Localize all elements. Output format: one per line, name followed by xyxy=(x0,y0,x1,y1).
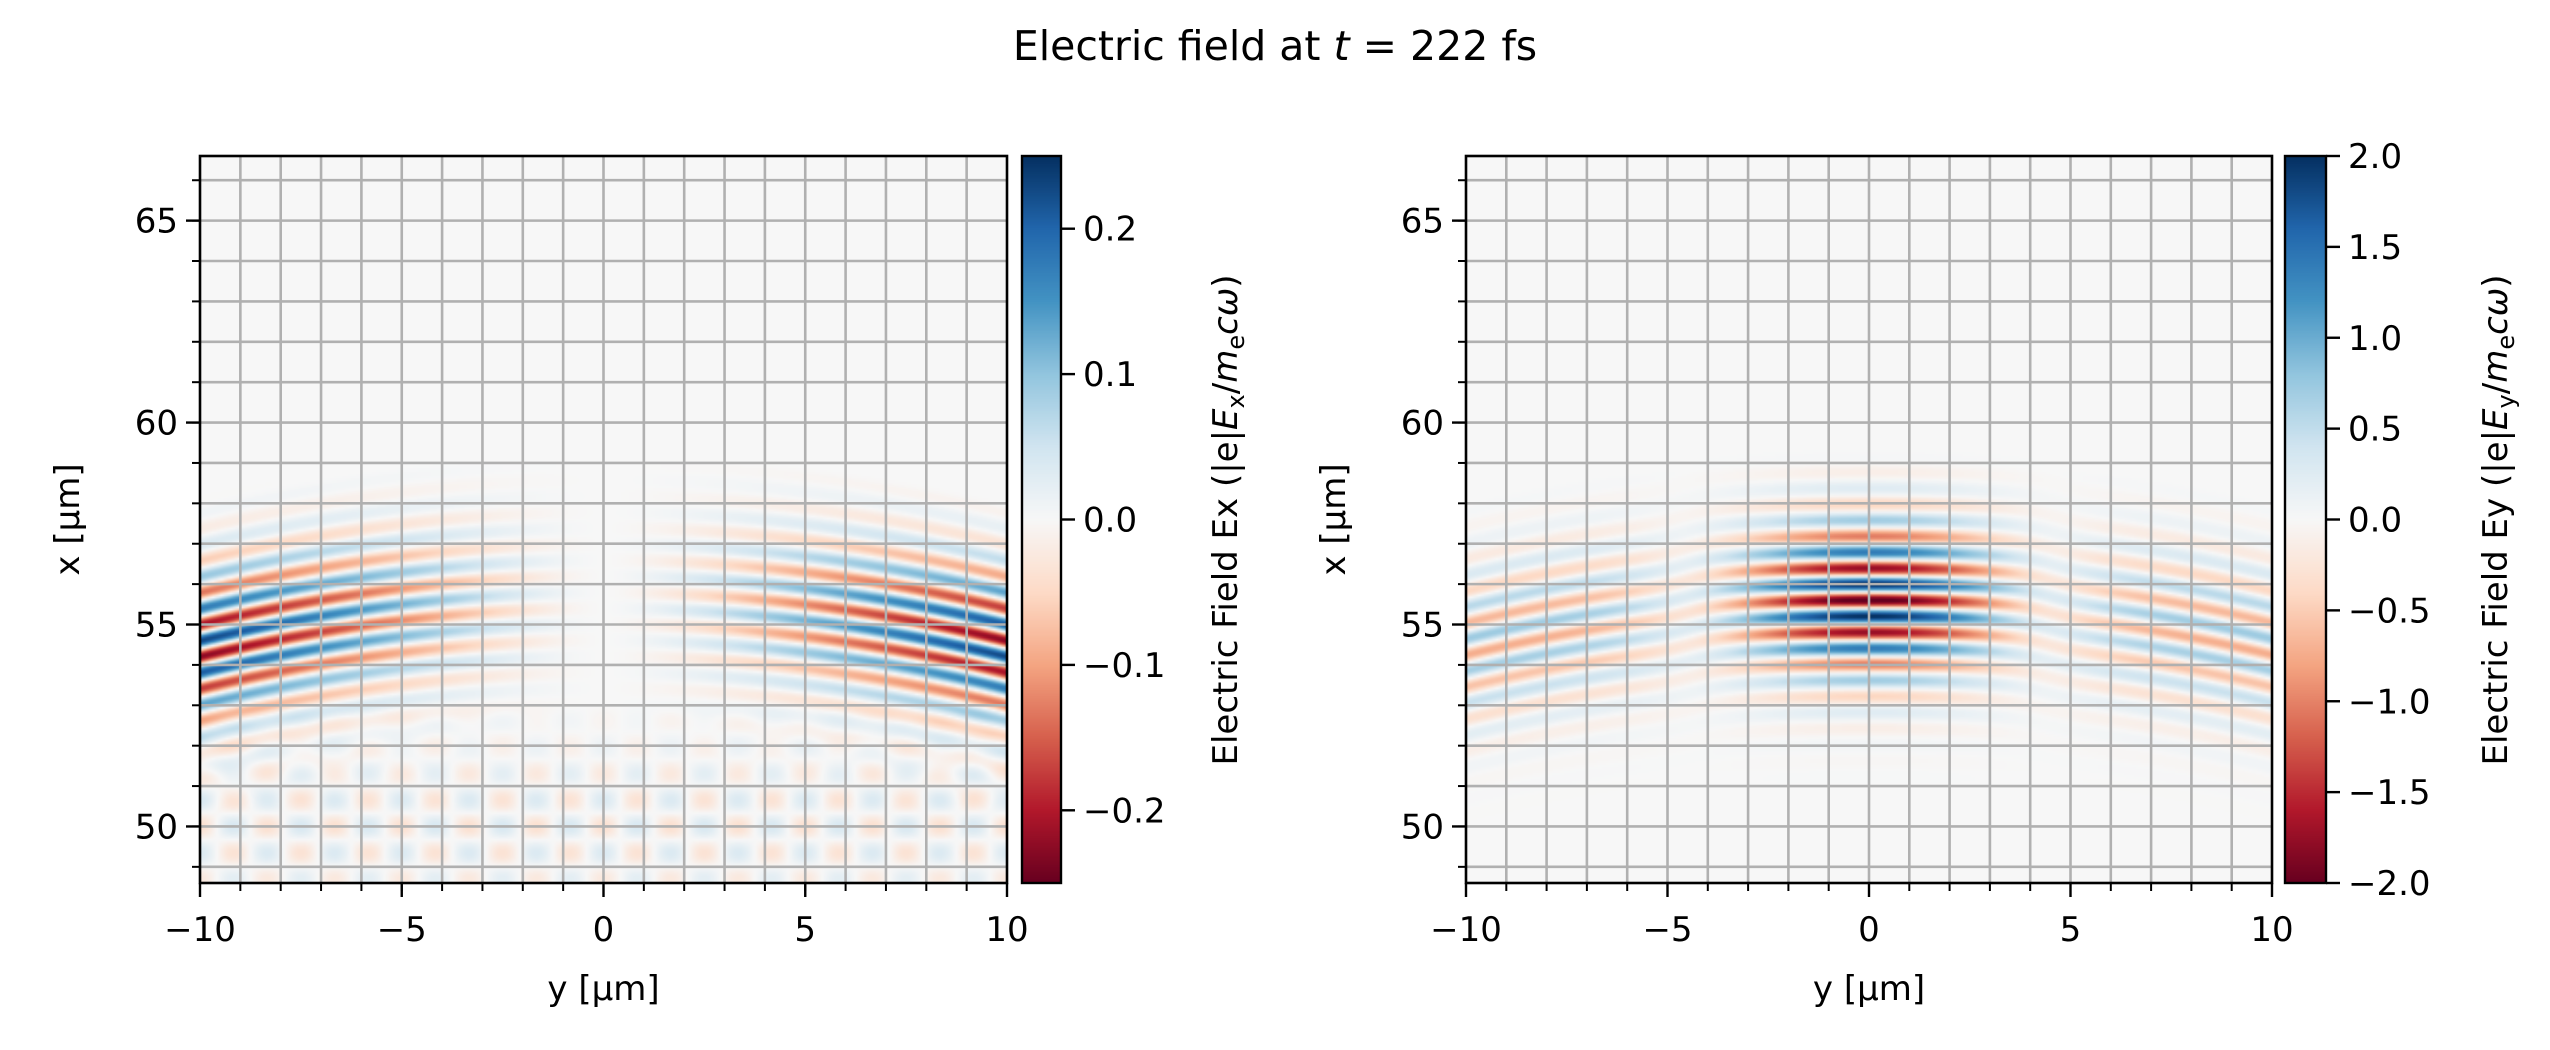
y-tick-label: 65 xyxy=(1401,202,1444,242)
colorbar-tick-label: −0.1 xyxy=(1083,646,1166,686)
colorbar-tick-label: 1.0 xyxy=(2348,319,2402,359)
y-tick-label: 65 xyxy=(135,202,178,242)
colorbar-ex xyxy=(1022,156,1061,883)
axes-frame xyxy=(198,154,1009,885)
colorbar-tick-label: −1.5 xyxy=(2348,773,2431,813)
colorbar-ey xyxy=(2285,156,2326,883)
colorbar-tick-label: 0.0 xyxy=(2348,501,2402,541)
y-axis-label: x [µm] xyxy=(1314,463,1354,575)
colorbar-tick-label: 0.1 xyxy=(1083,355,1137,395)
x-axis-label: y [µm] xyxy=(547,969,659,1009)
colorbar-tick-label: 2.0 xyxy=(2348,137,2402,177)
y-tick-label: 55 xyxy=(135,606,178,646)
y-tick-label: 60 xyxy=(1401,404,1444,444)
x-tick-label: 10 xyxy=(2250,910,2293,950)
colorbar-tick-label: −2.0 xyxy=(2348,864,2431,904)
y-tick-label: 50 xyxy=(1401,807,1444,847)
colorbar-label-ex: Electric Field Ex (|e|Ex/mecω) xyxy=(1206,274,1250,765)
figure-title: Electric field at t = 222 fs xyxy=(1013,22,1537,70)
colorbar-tick-label: −1.0 xyxy=(2348,682,2431,722)
axes-frame xyxy=(1464,154,2274,885)
y-tick-label: 55 xyxy=(1401,606,1444,646)
x-tick-label: −10 xyxy=(164,910,236,950)
colorbar-tick-label: −0.2 xyxy=(1083,791,1166,831)
colorbar-tick-label: 0.2 xyxy=(1083,210,1137,250)
x-tick-label: 5 xyxy=(2060,910,2082,950)
x-tick-label: −10 xyxy=(1430,910,1502,950)
colorbar-tick-label: 1.5 xyxy=(2348,228,2402,268)
x-tick-label: 5 xyxy=(794,910,816,950)
x-tick-label: 0 xyxy=(1858,910,1880,950)
colorbar-label-ey: Electric Field Ey (|e|Ey/mecω) xyxy=(2476,274,2520,765)
y-axis-label: x [µm] xyxy=(48,463,88,575)
panel-ex: −10 −5 0 5 10 50 55 60 65 y [µm] x [µm] −0.2 −0.1 0.0… xyxy=(48,154,1166,1009)
colorbar-frame xyxy=(1020,154,1063,885)
y-tick-label: 60 xyxy=(135,404,178,444)
x-tick-label: 0 xyxy=(593,910,615,950)
colorbar-tick-label: 0.0 xyxy=(1083,501,1137,541)
x-tick-label: −5 xyxy=(1642,910,1692,950)
y-tick-label: 50 xyxy=(135,807,178,847)
colorbar-frame xyxy=(2283,154,2328,885)
x-tick-label: −5 xyxy=(377,910,427,950)
colorbar-tick-label: −0.5 xyxy=(2348,591,2431,631)
x-axis-label: y [µm] xyxy=(1813,969,1925,1009)
x-tick-label: 10 xyxy=(985,910,1028,950)
panel-ey: −10 −5 0 5 10 50 55 60 65 y [µm] x [µm] −2.0 −1.5 −1.… xyxy=(1314,137,2431,1009)
colorbar-tick-label: 0.5 xyxy=(2348,410,2402,450)
